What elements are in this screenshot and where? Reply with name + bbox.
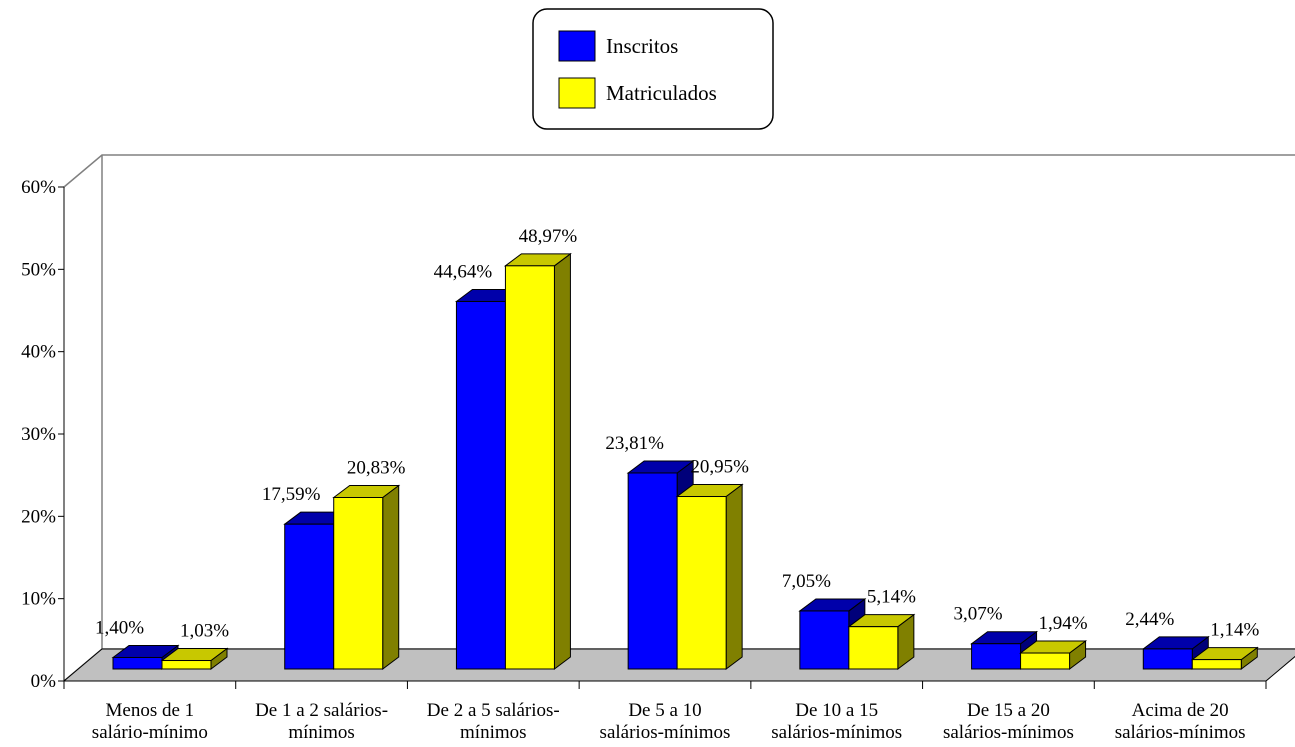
bar-front xyxy=(1142,648,1193,670)
legend-box xyxy=(532,8,774,130)
back-wall-top-edge xyxy=(63,154,1295,188)
bar-front xyxy=(1020,652,1071,670)
bar-front xyxy=(799,610,850,670)
legend-swatch-inscritos xyxy=(558,30,596,62)
data-label-inscritos: 23,81% xyxy=(605,433,664,454)
x-tick-label: De 15 a 20 salários-mínimos xyxy=(943,700,1074,743)
legend-label-matriculados: Matriculados xyxy=(606,81,717,105)
bar-front xyxy=(112,656,163,670)
data-label-inscritos: 7,05% xyxy=(782,571,831,592)
bar-matriculados-5 xyxy=(1019,640,1088,670)
x-tick-label: De 10 a 15 salários-mínimos xyxy=(771,700,902,743)
data-label-matriculados: 1,14% xyxy=(1210,620,1259,641)
data-label-inscritos: 44,64% xyxy=(434,261,493,282)
bar-front xyxy=(455,300,506,670)
data-label-matriculados: 1,94% xyxy=(1039,613,1088,634)
data-label-inscritos: 3,07% xyxy=(954,604,1003,625)
x-axis: Menos de 1 salário-mínimo De 1 a 2 salário… xyxy=(63,680,1267,743)
bars xyxy=(111,252,1259,670)
bar-front xyxy=(627,472,678,670)
y-tick-label: 60% xyxy=(21,177,56,198)
bar-matriculados-2 xyxy=(503,252,572,670)
bar-matriculados-3 xyxy=(675,483,744,670)
y-tick-label: 50% xyxy=(21,259,56,280)
bar-front xyxy=(848,626,899,670)
bar-front xyxy=(676,496,727,670)
x-tick-label: De 1 a 2 salários-mínimos xyxy=(255,700,388,743)
bar-front xyxy=(504,265,555,670)
bar-front xyxy=(161,660,212,670)
data-label-matriculados: 48,97% xyxy=(519,226,578,247)
y-tick-label: 20% xyxy=(21,506,56,527)
legend: Inscritos Matriculados xyxy=(532,8,774,130)
y-tick-label: 10% xyxy=(21,589,56,610)
bar-side xyxy=(382,484,400,670)
legend-swatch-matriculados xyxy=(558,77,596,109)
x-tick-label: Menos de 1 salário-mínimo xyxy=(92,700,208,743)
data-label-inscritos: 1,40% xyxy=(95,617,144,638)
y-tick-label: 30% xyxy=(21,424,56,445)
bar-side xyxy=(553,252,571,670)
y-axis: 0% 10% 20% 30% 40% 50% 60% xyxy=(21,177,65,692)
bar-front xyxy=(333,496,384,670)
bar-matriculados-4 xyxy=(847,613,916,670)
x-tick-label: Acima de 20 salários-mínimos xyxy=(1115,700,1246,743)
legend-label-inscritos: Inscritos xyxy=(606,34,678,58)
y-tick-label: 40% xyxy=(21,342,56,363)
bar-front xyxy=(284,523,335,670)
bar-front xyxy=(971,643,1022,670)
bar-matriculados-6 xyxy=(1190,646,1259,670)
bar-matriculados-1 xyxy=(332,484,401,670)
bar-front xyxy=(1191,659,1242,670)
data-label-matriculados: 20,95% xyxy=(690,457,749,478)
y-tick-label: 0% xyxy=(31,671,57,692)
data-label-matriculados: 20,83% xyxy=(347,457,406,478)
bar-matriculados-0 xyxy=(160,647,229,670)
data-label-matriculados: 5,14% xyxy=(867,587,916,608)
x-tick-label: De 5 a 10 salários-mínimos xyxy=(600,700,731,743)
bar-side xyxy=(725,483,743,670)
x-tick-label: De 2 a 5 salários-mínimos xyxy=(427,700,560,743)
data-label-inscritos: 17,59% xyxy=(262,484,321,505)
data-labels: 1,40% 1,03% 17,59% 20,83% 44,64% 48,97% 23,81%… xyxy=(95,226,1260,642)
data-label-inscritos: 2,44% xyxy=(1125,609,1174,630)
data-label-matriculados: 1,03% xyxy=(180,621,229,642)
